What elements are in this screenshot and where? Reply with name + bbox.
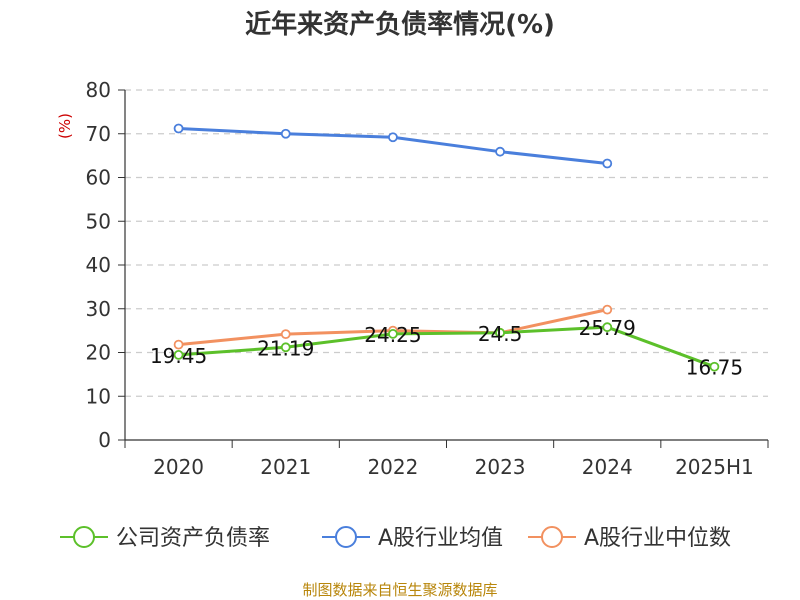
legend-label: A股行业均值	[378, 526, 503, 551]
axes: 0 10 20 30 40 50 60 70 80 2020 2021 2022 2023 2024 202…	[86, 78, 769, 479]
legend-marker-icon	[73, 526, 95, 548]
y-tick-label: 30	[86, 297, 111, 321]
x-tick-label: 2022	[367, 455, 418, 479]
y-tick-label: 60	[86, 166, 111, 190]
data-point	[173, 350, 184, 360]
data-label: 19.45	[150, 344, 207, 368]
data-label: 24.5	[478, 322, 523, 346]
legend: 公司资产负债率 A股行业均值 A股行业中位数	[60, 526, 731, 551]
source-note: 制图数据来自恒生聚源数据库	[302, 581, 497, 599]
data-point	[388, 329, 398, 339]
data-point	[495, 327, 505, 338]
data-point	[280, 342, 291, 353]
data-point	[602, 322, 613, 333]
y-tick-label: 10	[86, 384, 111, 408]
data-label: 21.19	[257, 336, 314, 360]
legend-label: 公司资产负债率	[116, 526, 270, 551]
data-label: 16.75	[686, 356, 743, 380]
x-tick-label: 2020	[153, 455, 204, 479]
x-tick-label: 2025H1	[675, 455, 754, 479]
x-tick-label: 2023	[475, 455, 526, 479]
y-tick-label: 50	[86, 209, 111, 233]
data-point	[709, 361, 720, 372]
y-tick-label: 40	[86, 253, 111, 277]
y-tick-label: 70	[86, 122, 111, 146]
legend-marker-icon	[335, 526, 357, 548]
data-point	[173, 339, 184, 350]
legend-label: A股行业中位数	[584, 526, 731, 551]
data-label: 25.79	[579, 316, 636, 340]
data-labels: 19.45 21.19 24.25 24.5 25.79 16.75	[150, 316, 743, 380]
y-tick-label: 0	[98, 428, 111, 452]
legend-marker-icon	[541, 526, 563, 548]
x-tick-label: 2024	[582, 455, 633, 479]
data-point	[495, 146, 505, 157]
y-axis-label: (%)	[56, 113, 74, 139]
x-tick-label: 2021	[260, 455, 311, 479]
data-point	[280, 128, 291, 139]
data-label: 24.25	[364, 323, 421, 347]
series-group	[173, 123, 720, 372]
data-point	[602, 304, 613, 315]
y-tick-label: 80	[86, 78, 111, 102]
chart-title: 近年来资产负债率情况(%)	[245, 9, 555, 40]
y-tick-label: 20	[86, 341, 111, 365]
data-point	[280, 329, 291, 340]
data-point	[173, 123, 184, 134]
data-point	[602, 158, 613, 169]
series-line	[178, 325, 715, 369]
grid-lines	[125, 89, 768, 397]
data-point	[388, 132, 398, 143]
